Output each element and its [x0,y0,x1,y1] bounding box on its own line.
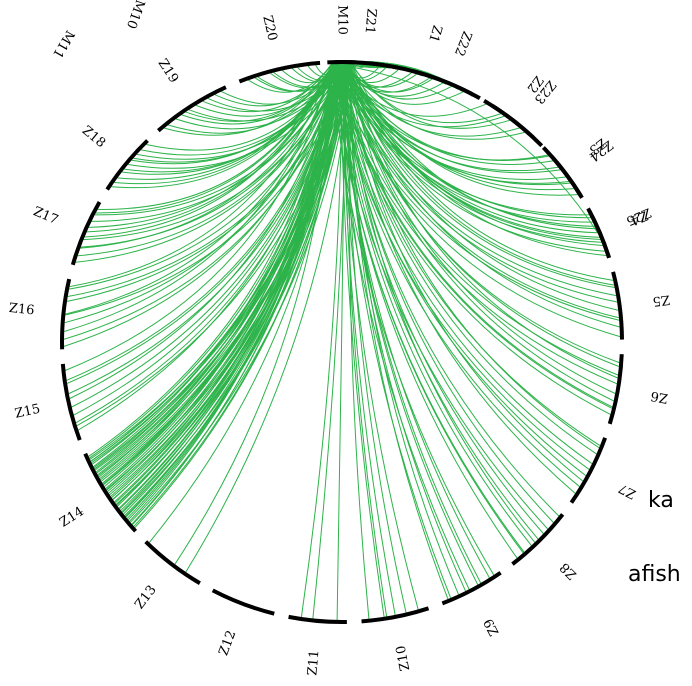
label-z25: Z25 [624,204,653,228]
segment-z19 [158,87,226,130]
label-z12: Z12 [216,628,239,657]
label-z17: Z17 [31,204,60,228]
link-m10-z14 [91,64,341,461]
label-z16: Z16 [8,301,35,318]
label-z18: Z18 [79,123,108,151]
link-m10-z18 [122,64,338,174]
segment-z12 [213,590,275,613]
segment-z20 [239,63,320,82]
label-z22: Z22 [451,29,474,58]
segment-z6 [610,354,622,424]
label-z13: Z13 [132,583,159,612]
segment-z11 [289,617,347,622]
link-m10-z5 [336,64,617,302]
outer-label-0: M11 [49,27,77,60]
side-text-afish: afish [628,562,681,587]
outer-label-1: M10 [123,0,147,31]
label-z1: Z1 [425,23,444,44]
side-text-ka: ka [648,488,674,513]
link-m10-z19 [164,64,333,135]
label-z7: Z7 [616,480,638,501]
link-m10-z14 [99,64,334,477]
outer-labels: M11 M10 [49,0,147,61]
label-z11: Z11 [305,649,322,676]
label-z10: Z10 [394,644,414,672]
label-z5: Z5 [652,291,671,308]
segment-z18 [107,141,147,190]
segment-z5 [613,272,622,340]
segment-z23 [492,106,541,146]
label-z8: Z8 [557,559,580,582]
label-z6: Z6 [650,388,670,406]
label-m10: M10 [335,5,350,35]
synteny-links [64,61,620,620]
label-z19: Z19 [155,56,181,86]
label-z9: Z9 [481,616,502,638]
label-z20: Z20 [259,14,279,42]
label-z14: Z14 [57,504,87,531]
label-z15: Z15 [14,402,42,422]
segment-z7 [571,438,605,503]
label-z21: Z21 [361,8,378,35]
